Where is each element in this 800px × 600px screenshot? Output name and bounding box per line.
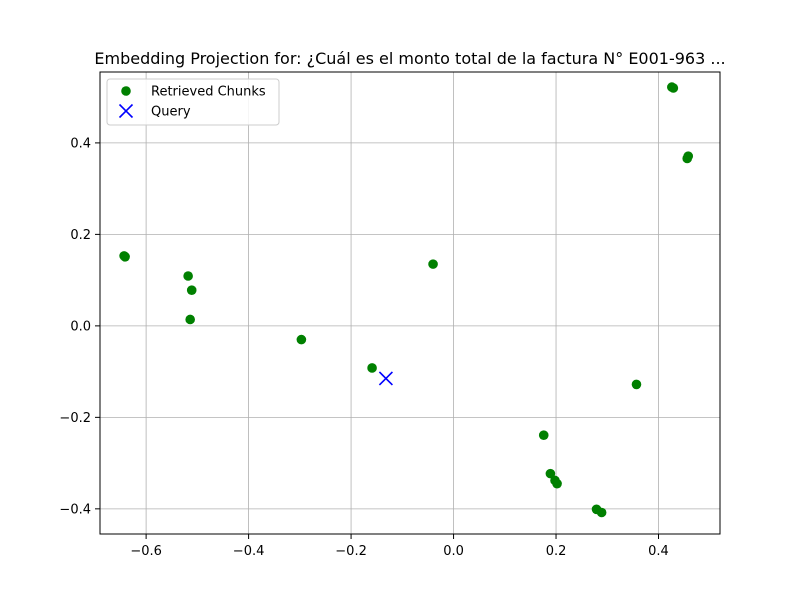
retrieved-chunk-point xyxy=(185,314,195,325)
x-tick-label: 0.4 xyxy=(648,544,669,559)
chart-title: Embedding Projection for: ¿Cuál es el mo… xyxy=(94,49,725,68)
retrieved-chunk-point xyxy=(367,363,377,373)
retrieved-chunk-point xyxy=(538,430,549,440)
y-tick-label: −0.4 xyxy=(59,502,91,517)
retrieved-chunk-point xyxy=(183,271,193,281)
grid xyxy=(100,72,720,534)
plot-points xyxy=(119,82,694,518)
retrieved-chunk-point xyxy=(545,468,556,479)
y-tick-label: 0.2 xyxy=(70,228,91,243)
retrieved-chunk-point xyxy=(631,379,642,390)
retrieved-chunk-point xyxy=(428,259,438,269)
query-point xyxy=(378,371,393,386)
x-axis: −0.6 −0.4 −0.2 0.0 0.2 0.4 xyxy=(130,534,669,559)
legend-query-marker xyxy=(118,103,134,119)
legend-label: Retrieved Chunks xyxy=(151,85,266,100)
retrieved-chunk-point xyxy=(120,251,130,262)
retrieved-chunk-point xyxy=(552,478,562,489)
retrieved-chunk-point xyxy=(596,507,607,518)
y-axis: −0.4 −0.2 0.0 0.2 0.4 xyxy=(59,136,100,517)
x-tick-label: −0.4 xyxy=(233,544,265,559)
legend: Retrieved Chunks Query xyxy=(106,78,280,126)
retrieved-chunk-point xyxy=(186,285,197,295)
retrieved-chunk-point xyxy=(683,151,694,161)
y-tick-label: −0.2 xyxy=(59,411,91,426)
y-tick-label: 0.4 xyxy=(70,136,91,151)
legend-label: Query xyxy=(151,105,191,120)
y-tick-label: 0.0 xyxy=(70,319,91,334)
x-tick-label: 0.2 xyxy=(546,544,567,559)
x-tick-label: −0.2 xyxy=(335,544,367,559)
retrieved-chunk-point xyxy=(668,83,679,93)
x-tick-label: −0.6 xyxy=(130,544,162,559)
legend-box xyxy=(106,78,280,126)
retrieved-chunk-point xyxy=(296,334,307,345)
legend-chunk-marker xyxy=(121,86,131,96)
plot-frame xyxy=(99,71,721,535)
x-tick-label: 0.0 xyxy=(443,544,464,559)
